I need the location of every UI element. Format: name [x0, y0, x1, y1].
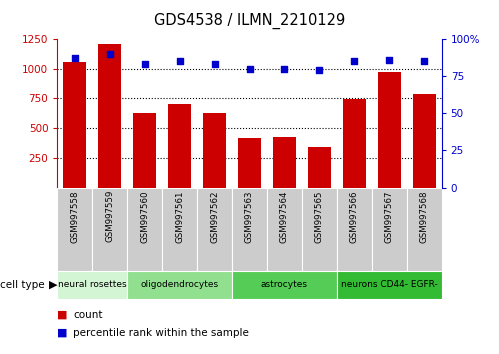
Text: percentile rank within the sample: percentile rank within the sample	[73, 328, 249, 338]
Bar	[302, 188, 337, 271]
Bar	[92, 188, 127, 271]
Text: ■: ■	[57, 310, 68, 320]
Text: astrocytes: astrocytes	[261, 280, 308, 290]
Bar	[57, 188, 92, 271]
Bar	[337, 188, 372, 271]
Bar	[127, 271, 232, 299]
Text: GSM997567: GSM997567	[385, 190, 394, 242]
Bar	[407, 188, 442, 271]
Text: GSM997561: GSM997561	[175, 190, 184, 242]
Bar	[413, 94, 436, 188]
Point	[141, 61, 149, 67]
Text: GSM997568: GSM997568	[420, 190, 429, 242]
Text: GDS4538 / ILMN_2210129: GDS4538 / ILMN_2210129	[154, 12, 345, 29]
Point	[211, 61, 219, 67]
Text: oligodendrocytes: oligodendrocytes	[141, 280, 219, 290]
Text: ▶: ▶	[49, 280, 57, 290]
Bar	[168, 104, 191, 188]
Bar	[372, 188, 407, 271]
Text: count: count	[73, 310, 103, 320]
Text: GSM997562: GSM997562	[210, 190, 219, 242]
Bar	[378, 72, 401, 188]
Text: ■: ■	[57, 328, 68, 338]
Point	[246, 66, 253, 72]
Bar	[232, 271, 337, 299]
Bar	[273, 137, 296, 188]
Point	[176, 58, 184, 64]
Point	[385, 57, 393, 63]
Text: GSM997566: GSM997566	[350, 190, 359, 242]
Bar	[57, 271, 127, 299]
Point	[350, 58, 358, 64]
Point	[106, 51, 114, 57]
Point	[420, 58, 428, 64]
Text: GSM997565: GSM997565	[315, 190, 324, 242]
Bar	[238, 138, 261, 188]
Bar	[162, 188, 197, 271]
Text: neural rosettes: neural rosettes	[58, 280, 127, 290]
Bar	[232, 188, 267, 271]
Text: GSM997560: GSM997560	[140, 190, 149, 242]
Bar	[197, 188, 232, 271]
Point	[280, 66, 288, 72]
Bar	[127, 188, 162, 271]
Bar	[203, 113, 226, 188]
Text: GSM997564: GSM997564	[280, 190, 289, 242]
Text: GSM997559: GSM997559	[105, 190, 114, 242]
Bar	[63, 62, 86, 188]
Bar	[337, 271, 442, 299]
Bar	[133, 113, 156, 188]
Text: GSM997563: GSM997563	[245, 190, 254, 242]
Point	[315, 67, 323, 73]
Bar	[308, 147, 331, 188]
Text: neurons CD44- EGFR-: neurons CD44- EGFR-	[341, 280, 438, 290]
Text: cell type: cell type	[0, 280, 45, 290]
Bar	[267, 188, 302, 271]
Text: GSM997558: GSM997558	[70, 190, 79, 242]
Bar	[343, 99, 366, 188]
Point	[71, 56, 79, 61]
Bar	[98, 44, 121, 188]
